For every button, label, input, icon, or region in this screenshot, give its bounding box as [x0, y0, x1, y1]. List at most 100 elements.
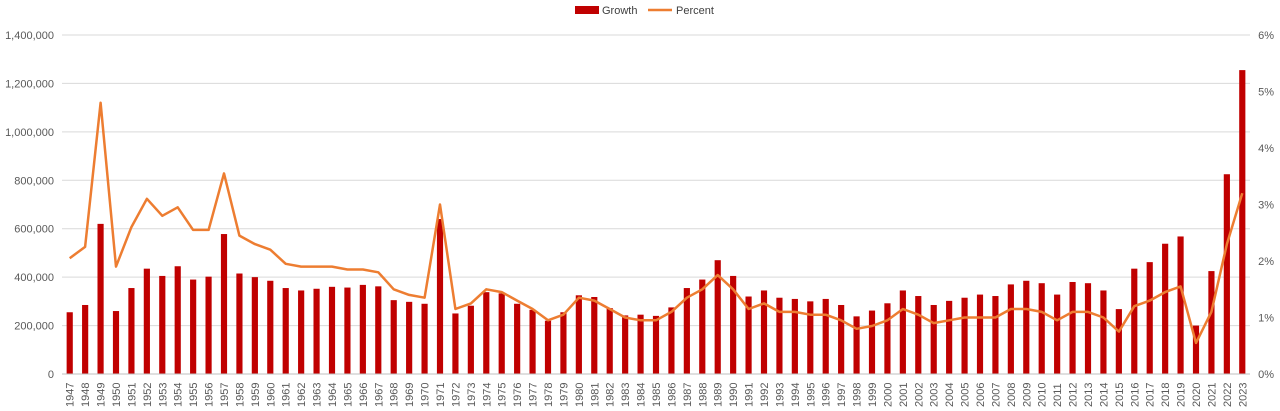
- growth-bar: [298, 290, 305, 374]
- growth-bar: [760, 290, 768, 374]
- growth-bar: [529, 309, 536, 374]
- x-tick-label: 1955: [188, 383, 200, 407]
- growth-bar: [544, 320, 552, 374]
- growth-bar: [976, 294, 984, 374]
- growth-bar: [868, 310, 876, 374]
- left-axis-ticks: 0 200,000 400,000 600,000 800,000 1,000,000 1,…: [5, 30, 54, 381]
- x-tick-label: 1967: [373, 383, 385, 407]
- growth-bar: [1162, 243, 1169, 374]
- x-tick-label: 1989: [713, 383, 725, 407]
- x-tick-label: 1984: [636, 383, 648, 407]
- growth-bar: [159, 275, 166, 374]
- legend-percent-label: Percent: [676, 5, 714, 17]
- x-tick-label: 1985: [651, 383, 663, 407]
- x-tick-label: 1961: [281, 383, 293, 407]
- legend-growth-swatch: [575, 6, 599, 14]
- growth-bar: [668, 307, 675, 374]
- growth-bar: [1054, 294, 1061, 374]
- x-tick-label: 1947: [65, 383, 77, 407]
- x-tick-label: 1977: [528, 383, 540, 407]
- right-tick-label: 1%: [1258, 313, 1274, 325]
- growth-bar: [483, 292, 490, 374]
- growth-bar: [637, 314, 644, 374]
- x-axis-ticks: 1947 1948 1949 1950 1951 1952 1953 1954 1955 1956…: [62, 373, 1250, 407]
- growth-bar: [838, 304, 845, 374]
- growth-bar: [714, 260, 721, 374]
- growth-bar: [1177, 236, 1184, 374]
- x-tick-label: 2015: [1114, 383, 1126, 407]
- growth-bar: [745, 296, 752, 374]
- x-tick-label: 1958: [234, 383, 246, 407]
- growth-bar: [190, 279, 197, 374]
- growth-bar: [220, 234, 228, 374]
- x-tick-label: 2001: [898, 383, 910, 407]
- growth-bar: [1239, 70, 1246, 374]
- x-tick-label: 1968: [389, 383, 401, 407]
- x-tick-label: 2013: [1083, 383, 1095, 407]
- x-tick-label: 1979: [558, 383, 570, 407]
- x-tick-label: 1948: [80, 383, 92, 407]
- growth-bar: [82, 304, 89, 374]
- growth-bar: [807, 301, 814, 374]
- x-tick-label: 1951: [126, 383, 138, 407]
- right-tick-label: 0%: [1258, 369, 1274, 381]
- left-tick-label: 1,400,000: [5, 30, 54, 42]
- growth-bar: [267, 280, 274, 374]
- x-tick-label: 1992: [759, 383, 771, 407]
- growth-bar: [467, 305, 474, 374]
- x-tick-label: 2017: [1145, 383, 1157, 407]
- x-tick-label: 1949: [96, 383, 108, 407]
- x-tick-label: 1952: [142, 383, 154, 407]
- x-tick-label: 2005: [960, 383, 972, 407]
- x-tick-label: 1971: [435, 383, 447, 407]
- growth-bars: [66, 70, 1246, 374]
- growth-bar: [205, 276, 212, 374]
- x-tick-label: 1973: [466, 383, 478, 407]
- x-tick-label: 2020: [1191, 383, 1203, 407]
- right-axis-ticks: 0% 1% 2% 3% 4% 5% 6%: [1258, 30, 1274, 381]
- growth-bar: [853, 316, 860, 374]
- x-tick-label: 1954: [173, 383, 185, 407]
- growth-bar: [313, 288, 320, 374]
- growth-bar: [174, 266, 181, 374]
- x-tick-label: 2022: [1222, 383, 1234, 407]
- growth-bar: [1192, 325, 1200, 374]
- x-tick-label: 2018: [1160, 383, 1172, 407]
- growth-bar: [328, 286, 336, 374]
- growth-bar: [1208, 271, 1215, 374]
- growth-bar: [560, 312, 567, 374]
- x-tick-label: 1970: [420, 383, 432, 407]
- x-tick-label: 2000: [882, 383, 894, 407]
- growth-bar: [66, 312, 73, 374]
- growth-bar: [436, 219, 444, 374]
- growth-bar: [1223, 174, 1230, 374]
- growth-bar: [1038, 283, 1045, 374]
- x-tick-label: 1993: [774, 383, 786, 407]
- x-tick-label: 1987: [682, 383, 694, 407]
- growth-bar: [97, 223, 104, 374]
- growth-bar: [899, 290, 906, 374]
- growth-bar: [884, 303, 891, 374]
- x-tick-label: 1966: [358, 383, 370, 407]
- growth-bar: [128, 288, 135, 374]
- growth-bar: [591, 296, 598, 374]
- growth-bar: [622, 315, 629, 374]
- x-tick-label: 1950: [111, 383, 123, 407]
- growth-bar: [1084, 283, 1092, 374]
- growth-bar: [992, 296, 999, 374]
- x-tick-label: 1965: [342, 383, 354, 407]
- legend: Growth Percent: [575, 5, 714, 17]
- growth-bar: [1023, 280, 1030, 374]
- growth-bar: [1131, 268, 1138, 374]
- growth-bar: [1007, 284, 1014, 374]
- growth-bar: [282, 288, 289, 374]
- left-tick-label: 0: [48, 369, 54, 381]
- x-tick-label: 2007: [990, 383, 1002, 407]
- growth-bar: [251, 277, 258, 374]
- left-tick-label: 200,000: [14, 321, 54, 333]
- growth-bar: [514, 303, 521, 374]
- growth-bar: [1100, 290, 1107, 374]
- x-tick-label: 2009: [1021, 383, 1033, 407]
- x-tick-label: 2019: [1176, 383, 1188, 407]
- growth-bar: [822, 298, 829, 374]
